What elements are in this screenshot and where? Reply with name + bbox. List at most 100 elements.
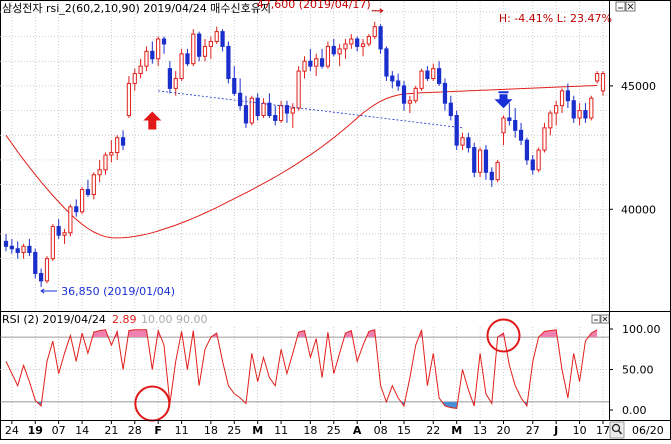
x-tick-label: 19 <box>28 424 43 437</box>
candle <box>185 48 190 67</box>
price-y-tick-label: 40000 <box>621 203 656 216</box>
minimize-icon[interactable] <box>615 1 626 12</box>
rsi-panel-controls <box>591 314 610 324</box>
sell-signal-bar <box>498 91 509 94</box>
candle <box>214 26 219 44</box>
candle-body <box>208 40 213 47</box>
candle <box>384 46 389 81</box>
candle <box>314 53 319 77</box>
candle <box>407 95 412 114</box>
candle <box>595 71 600 84</box>
candle <box>267 93 272 118</box>
x-tick-label: J <box>553 424 558 437</box>
candle <box>144 46 149 72</box>
candle-body <box>243 105 249 124</box>
candle <box>396 73 401 91</box>
x-tick-label: 17 <box>596 424 610 437</box>
candle <box>91 172 96 200</box>
ma-60-line <box>5 84 598 239</box>
candle-body <box>220 31 225 47</box>
rsi-levels: 10.00 90.00 <box>141 313 207 326</box>
candle-body <box>185 53 190 65</box>
x-tick-label: M <box>252 424 263 437</box>
candle-body <box>27 245 32 253</box>
x-tick-label: A <box>353 424 362 437</box>
candle-body <box>267 102 272 117</box>
candle-body <box>319 58 325 67</box>
candle <box>44 256 50 284</box>
candle-body <box>407 100 412 104</box>
end-date-label: 06/20 <box>632 424 664 437</box>
candle <box>249 95 254 126</box>
rsi-label: RSI (2) 2019/04/24 <box>2 313 106 326</box>
candle-body <box>173 78 178 89</box>
candle-body <box>202 45 208 57</box>
candle-body <box>249 97 254 124</box>
candle <box>21 243 26 259</box>
low-annotation-label: 36,850 (2019/01/04) <box>61 285 175 298</box>
candle <box>302 56 307 79</box>
candle-body <box>472 147 477 173</box>
x-tick-label: 27 <box>526 424 540 437</box>
candle-body <box>290 107 295 114</box>
x-tick-label: 15 <box>397 424 411 437</box>
candle <box>501 115 506 146</box>
candle-body <box>548 112 553 129</box>
candle-body <box>126 82 132 117</box>
high-low-stats: H: -4.41% L: 23.47% <box>499 12 612 25</box>
x-tick-label: 07 <box>52 424 66 437</box>
x-tick-label: 08 <box>374 424 388 437</box>
x-tick-label: 25 <box>327 424 341 437</box>
candle <box>589 95 594 121</box>
candle-body <box>559 90 565 107</box>
candle-body <box>542 127 547 151</box>
candle <box>431 63 436 81</box>
x-tick-label: 28 <box>128 424 142 437</box>
candle <box>559 88 565 114</box>
rsi-overbought-fill <box>6 329 598 338</box>
magnifier-lens <box>611 423 621 433</box>
candle-body <box>460 137 465 146</box>
candle <box>103 152 108 175</box>
candle <box>238 78 243 111</box>
candle <box>56 219 61 239</box>
candle-body <box>372 26 377 38</box>
signal-trendline <box>158 90 463 129</box>
magnifier-handle <box>617 429 623 435</box>
high-annotation-label: 47,600 (2019/04/17) <box>257 0 371 11</box>
candle-body <box>507 117 512 121</box>
candle <box>325 41 331 69</box>
candle-body <box>3 240 9 247</box>
candle <box>191 29 196 67</box>
candle <box>483 145 489 180</box>
candle-body <box>62 232 67 236</box>
candle <box>220 29 225 52</box>
candle-body <box>466 137 471 149</box>
candle <box>448 95 453 121</box>
candle <box>85 179 91 197</box>
candle-body <box>390 75 395 82</box>
candle-body <box>115 137 120 154</box>
candle-body <box>565 90 570 102</box>
candle-body <box>518 129 524 141</box>
candle <box>273 105 278 126</box>
candle-body <box>454 115 459 146</box>
candle-body <box>343 43 348 50</box>
candle-body <box>413 87 418 102</box>
price-annotations: 47,600 (2019/04/17) 36,850 (2019/01/04) <box>40 0 384 298</box>
rsi-close-glyph-b <box>602 316 608 322</box>
candle <box>554 100 559 126</box>
candle <box>161 36 167 54</box>
candle <box>583 103 588 123</box>
candle <box>530 155 535 175</box>
candle <box>15 241 20 259</box>
candle <box>390 71 395 89</box>
candle-body <box>79 189 85 213</box>
candle-body <box>197 33 202 57</box>
rsi-minimize-icon[interactable] <box>591 314 601 324</box>
candle-body <box>437 68 442 84</box>
x-tick-label: 10 <box>573 424 587 437</box>
x-tick-label: 21 <box>104 424 118 437</box>
candle-body <box>255 97 260 117</box>
candle-body <box>425 70 430 79</box>
